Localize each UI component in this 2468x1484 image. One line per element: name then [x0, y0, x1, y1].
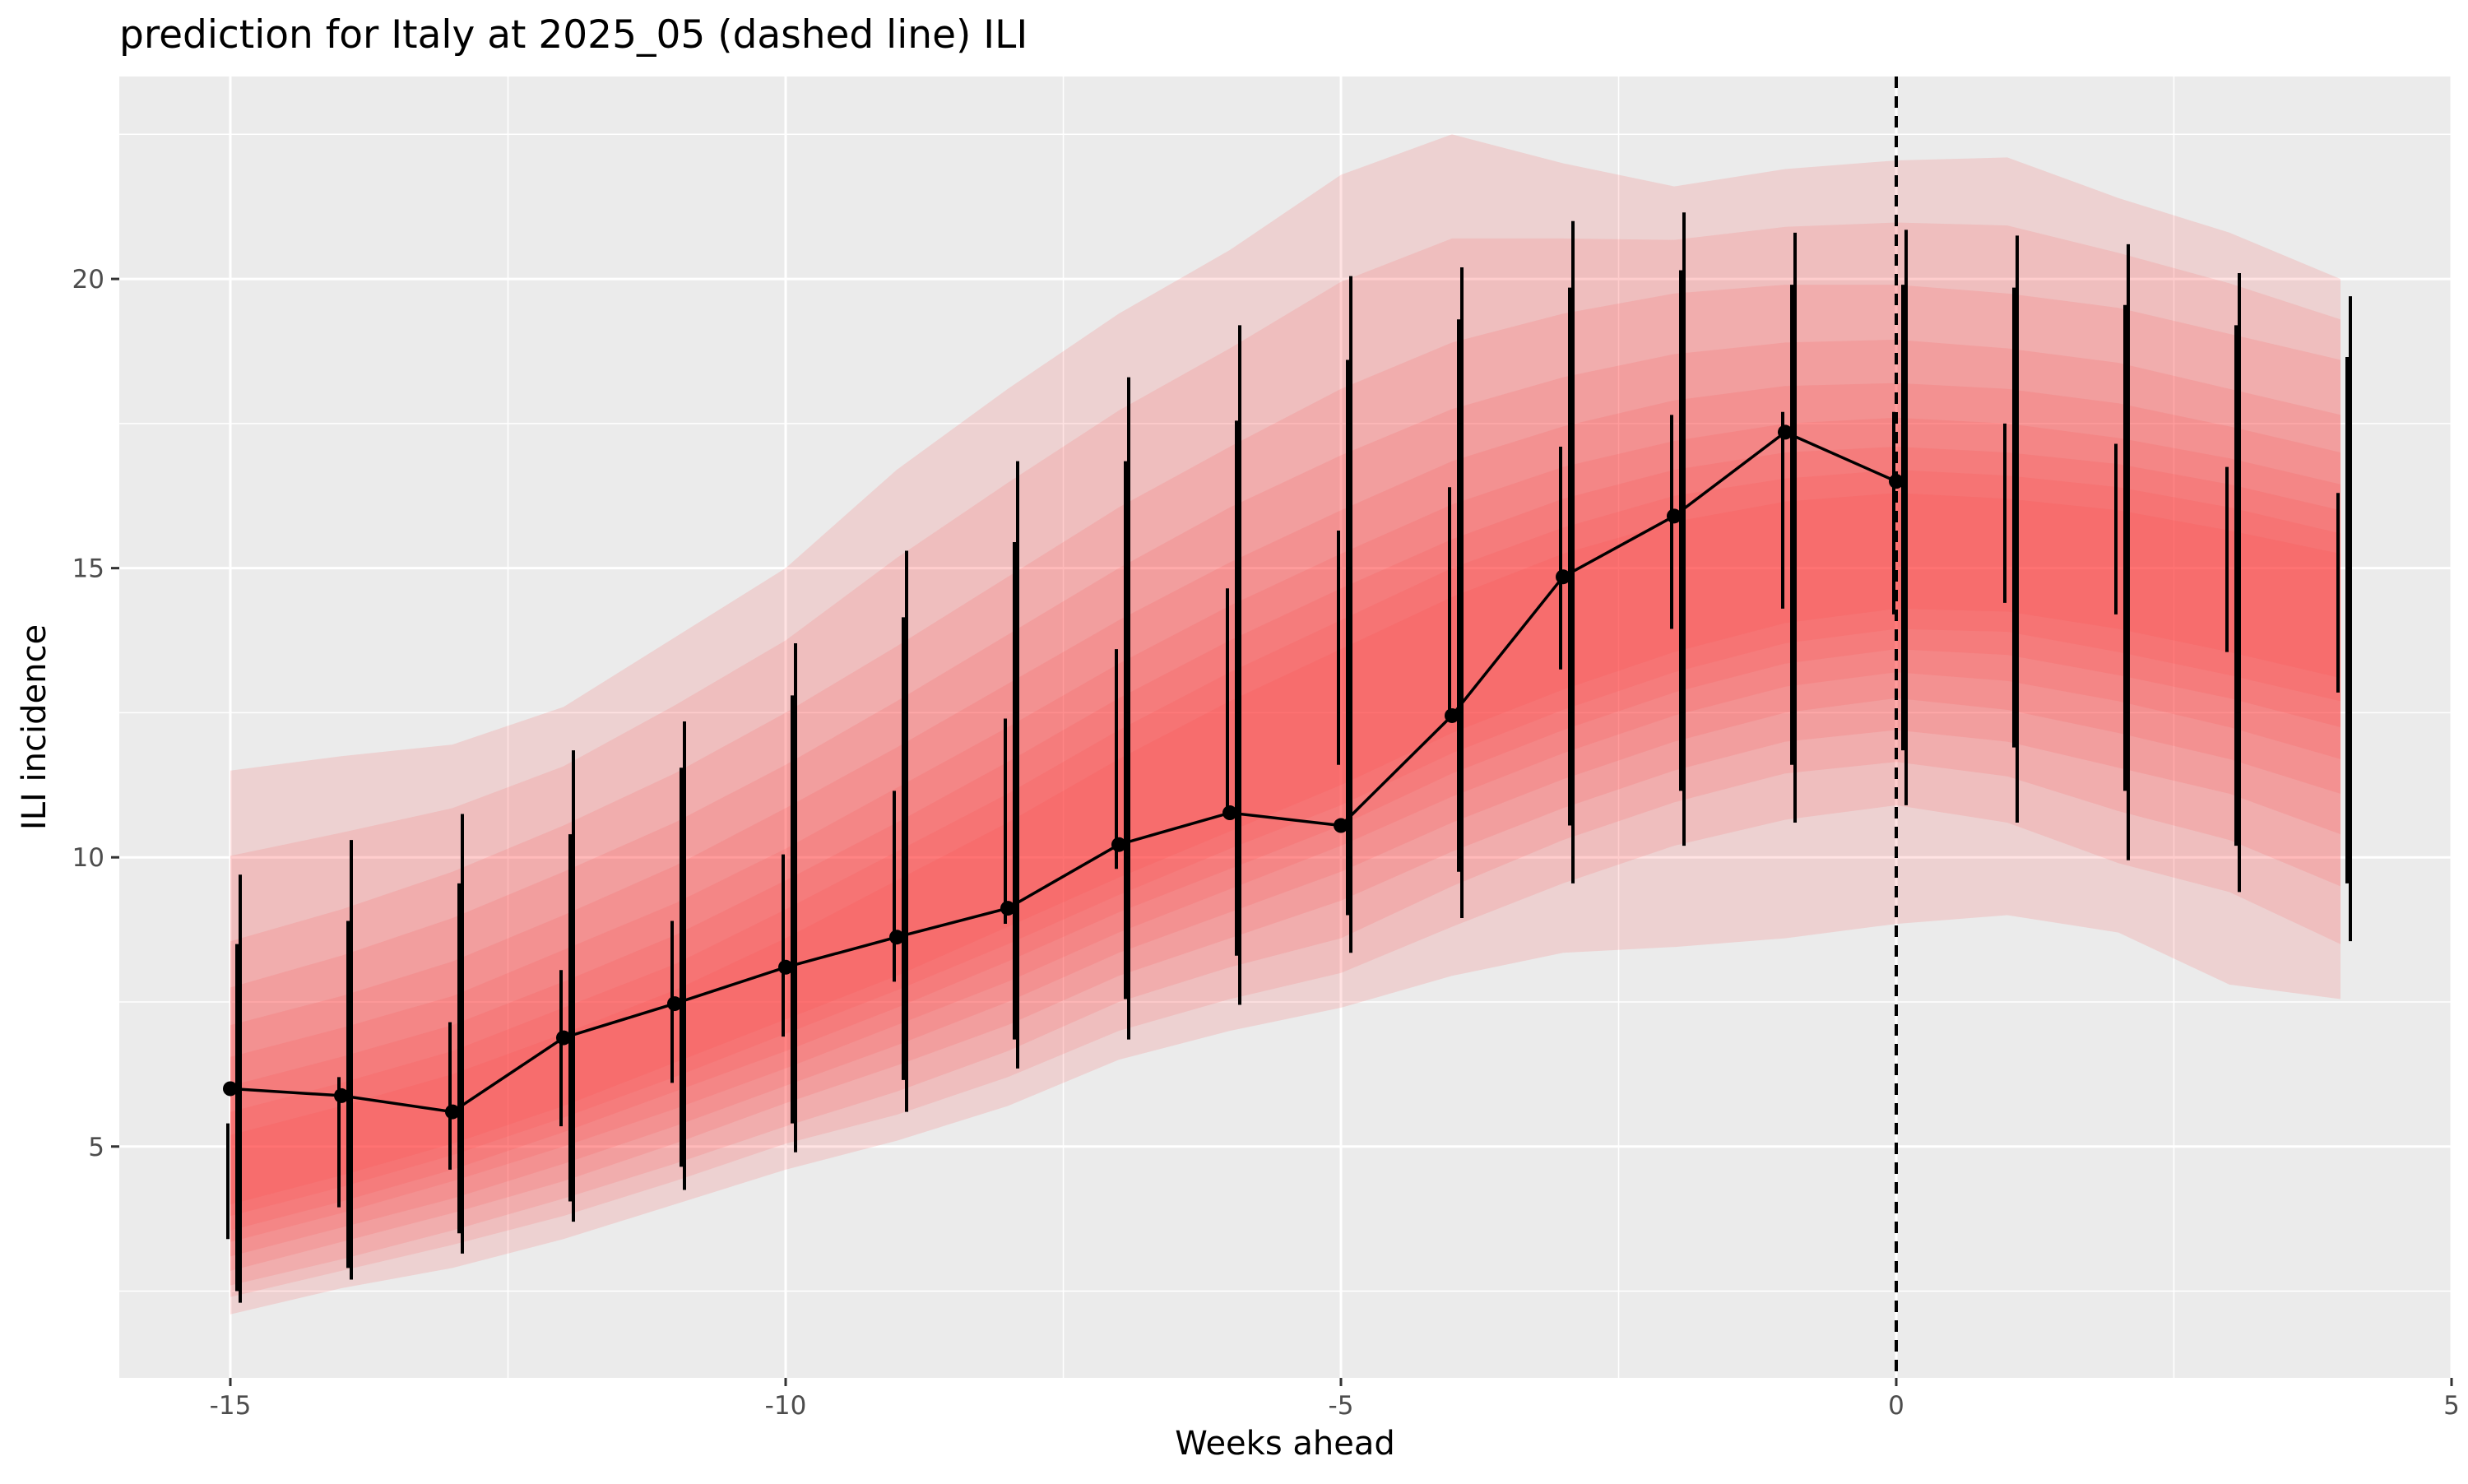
observed-point [778, 959, 793, 975]
forecast-band-2 [230, 222, 2340, 1297]
x-axis-label: Weeks ahead [1175, 1425, 1395, 1463]
forecast-band-1 [230, 134, 2340, 1315]
observed-point [556, 1030, 571, 1046]
observed-point [1000, 901, 1015, 916]
x-tick-label: 5 [2443, 1391, 2460, 1421]
observed-series [223, 424, 1904, 1120]
observed-point [1111, 837, 1126, 852]
x-tick-label: -15 [210, 1391, 252, 1421]
observed-point [1445, 707, 1459, 723]
x-tick-label: 0 [1888, 1391, 1904, 1421]
forecast-band-6 [230, 417, 2340, 1242]
y-tick-label: 15 [72, 554, 104, 584]
observed-point [1556, 569, 1570, 585]
observed-point [1334, 818, 1348, 833]
observed-point [1222, 805, 1237, 821]
y-axis: 5 10 15 20 [72, 265, 119, 1162]
x-axis: -15 -10 -5 0 5 [210, 1378, 2460, 1421]
x-tick-label: -10 [765, 1391, 807, 1421]
observed-line [230, 430, 1897, 1114]
forecast-bands [230, 134, 2340, 1315]
interval-bars [226, 212, 2352, 1303]
observed-point [889, 930, 904, 945]
forecast-band-9 [230, 493, 2340, 1205]
chart-title: prediction for Italy at 2025_05 (dashed … [119, 12, 1028, 58]
y-tick-label: 5 [88, 1133, 104, 1162]
forecast-band-8 [230, 470, 2340, 1217]
grid-minor [119, 77, 2452, 1378]
observed-point [445, 1104, 460, 1120]
observed-point [223, 1081, 238, 1097]
observed-point [334, 1087, 349, 1103]
y-tick-label: 10 [72, 843, 104, 873]
observed-point [667, 996, 682, 1012]
x-tick-label: -5 [1329, 1391, 1354, 1421]
y-tick-label: 20 [72, 265, 104, 294]
forecast-band-3 [230, 285, 2340, 1286]
grid-major [119, 77, 2453, 1378]
forecast-band-7 [230, 447, 2340, 1231]
observed-point [1667, 508, 1682, 524]
y-axis-label: ILI incidence [16, 624, 53, 830]
observed-point [1778, 424, 1793, 440]
forecast-band-4 [230, 339, 2340, 1271]
